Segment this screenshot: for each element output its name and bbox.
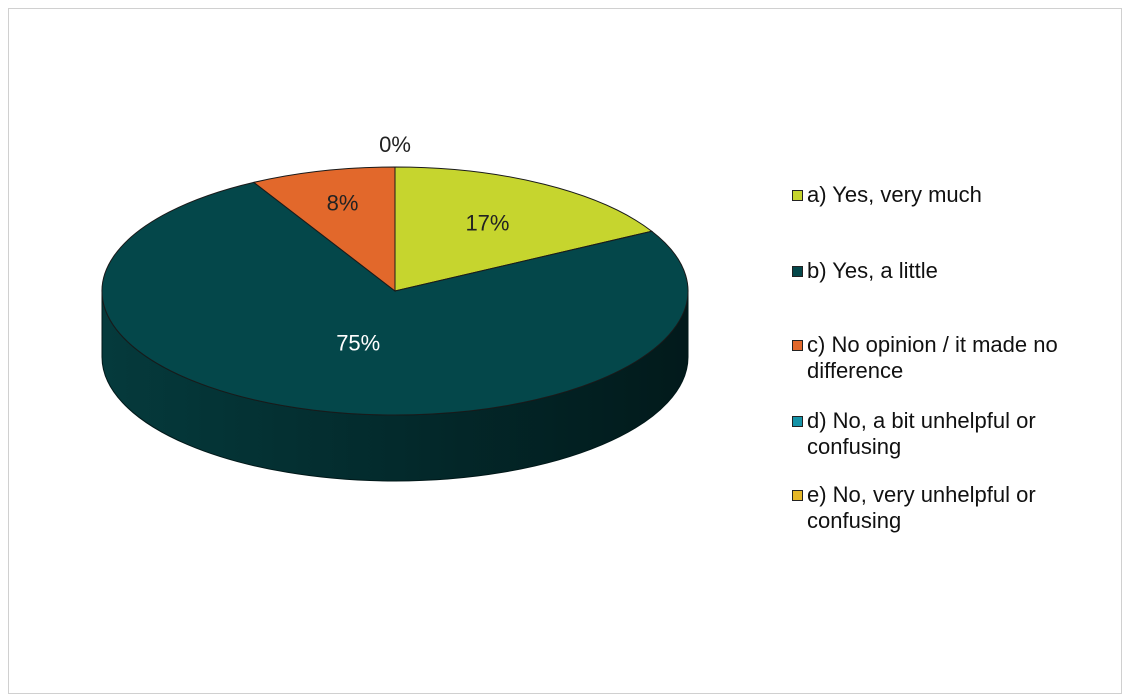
pie-slice-a-yes-very-much — [394, 166, 653, 292]
legend-swatch-d — [792, 416, 803, 427]
legend-item-a: a) Yes, very much — [792, 182, 1107, 208]
value-label-c-no-opinion-it-made-no-difference: 8% — [327, 190, 359, 215]
pie-slice-b-yes-a-little — [101, 181, 689, 416]
legend-swatch-e — [792, 490, 803, 501]
legend-label-b: b) Yes, a little — [807, 258, 938, 283]
legend-item-b: b) Yes, a little — [792, 258, 1107, 284]
value-label-b-yes-a-little: 75% — [336, 330, 380, 355]
value-label-e-no-very-unhelpful-or-confusing: 0% — [379, 132, 411, 157]
value-label-a-yes-very-much: 17% — [465, 211, 509, 236]
legend-label-c: c) No opinion / it made no difference — [807, 332, 1058, 383]
pie-top — [101, 166, 689, 416]
legend-swatch-a — [792, 190, 803, 201]
legend-item-e: e) No, very unhelpful or confusing — [792, 482, 1107, 534]
pie-labels: 17% 75% 8% 0% — [327, 132, 510, 355]
legend-label-d: d) No, a bit unhelpful or confusing — [807, 408, 1036, 459]
legend-label-a: a) Yes, very much — [807, 182, 982, 207]
legend-swatch-b — [792, 266, 803, 277]
legend-label-e: e) No, very unhelpful or confusing — [807, 482, 1036, 533]
pie-slice-c-no-opinion-it-made-no-difference — [252, 166, 396, 293]
legend-swatch-c — [792, 340, 803, 351]
legend-item-d: d) No, a bit unhelpful or confusing — [792, 408, 1107, 460]
legend-item-c: c) No opinion / it made no difference — [792, 332, 1107, 384]
